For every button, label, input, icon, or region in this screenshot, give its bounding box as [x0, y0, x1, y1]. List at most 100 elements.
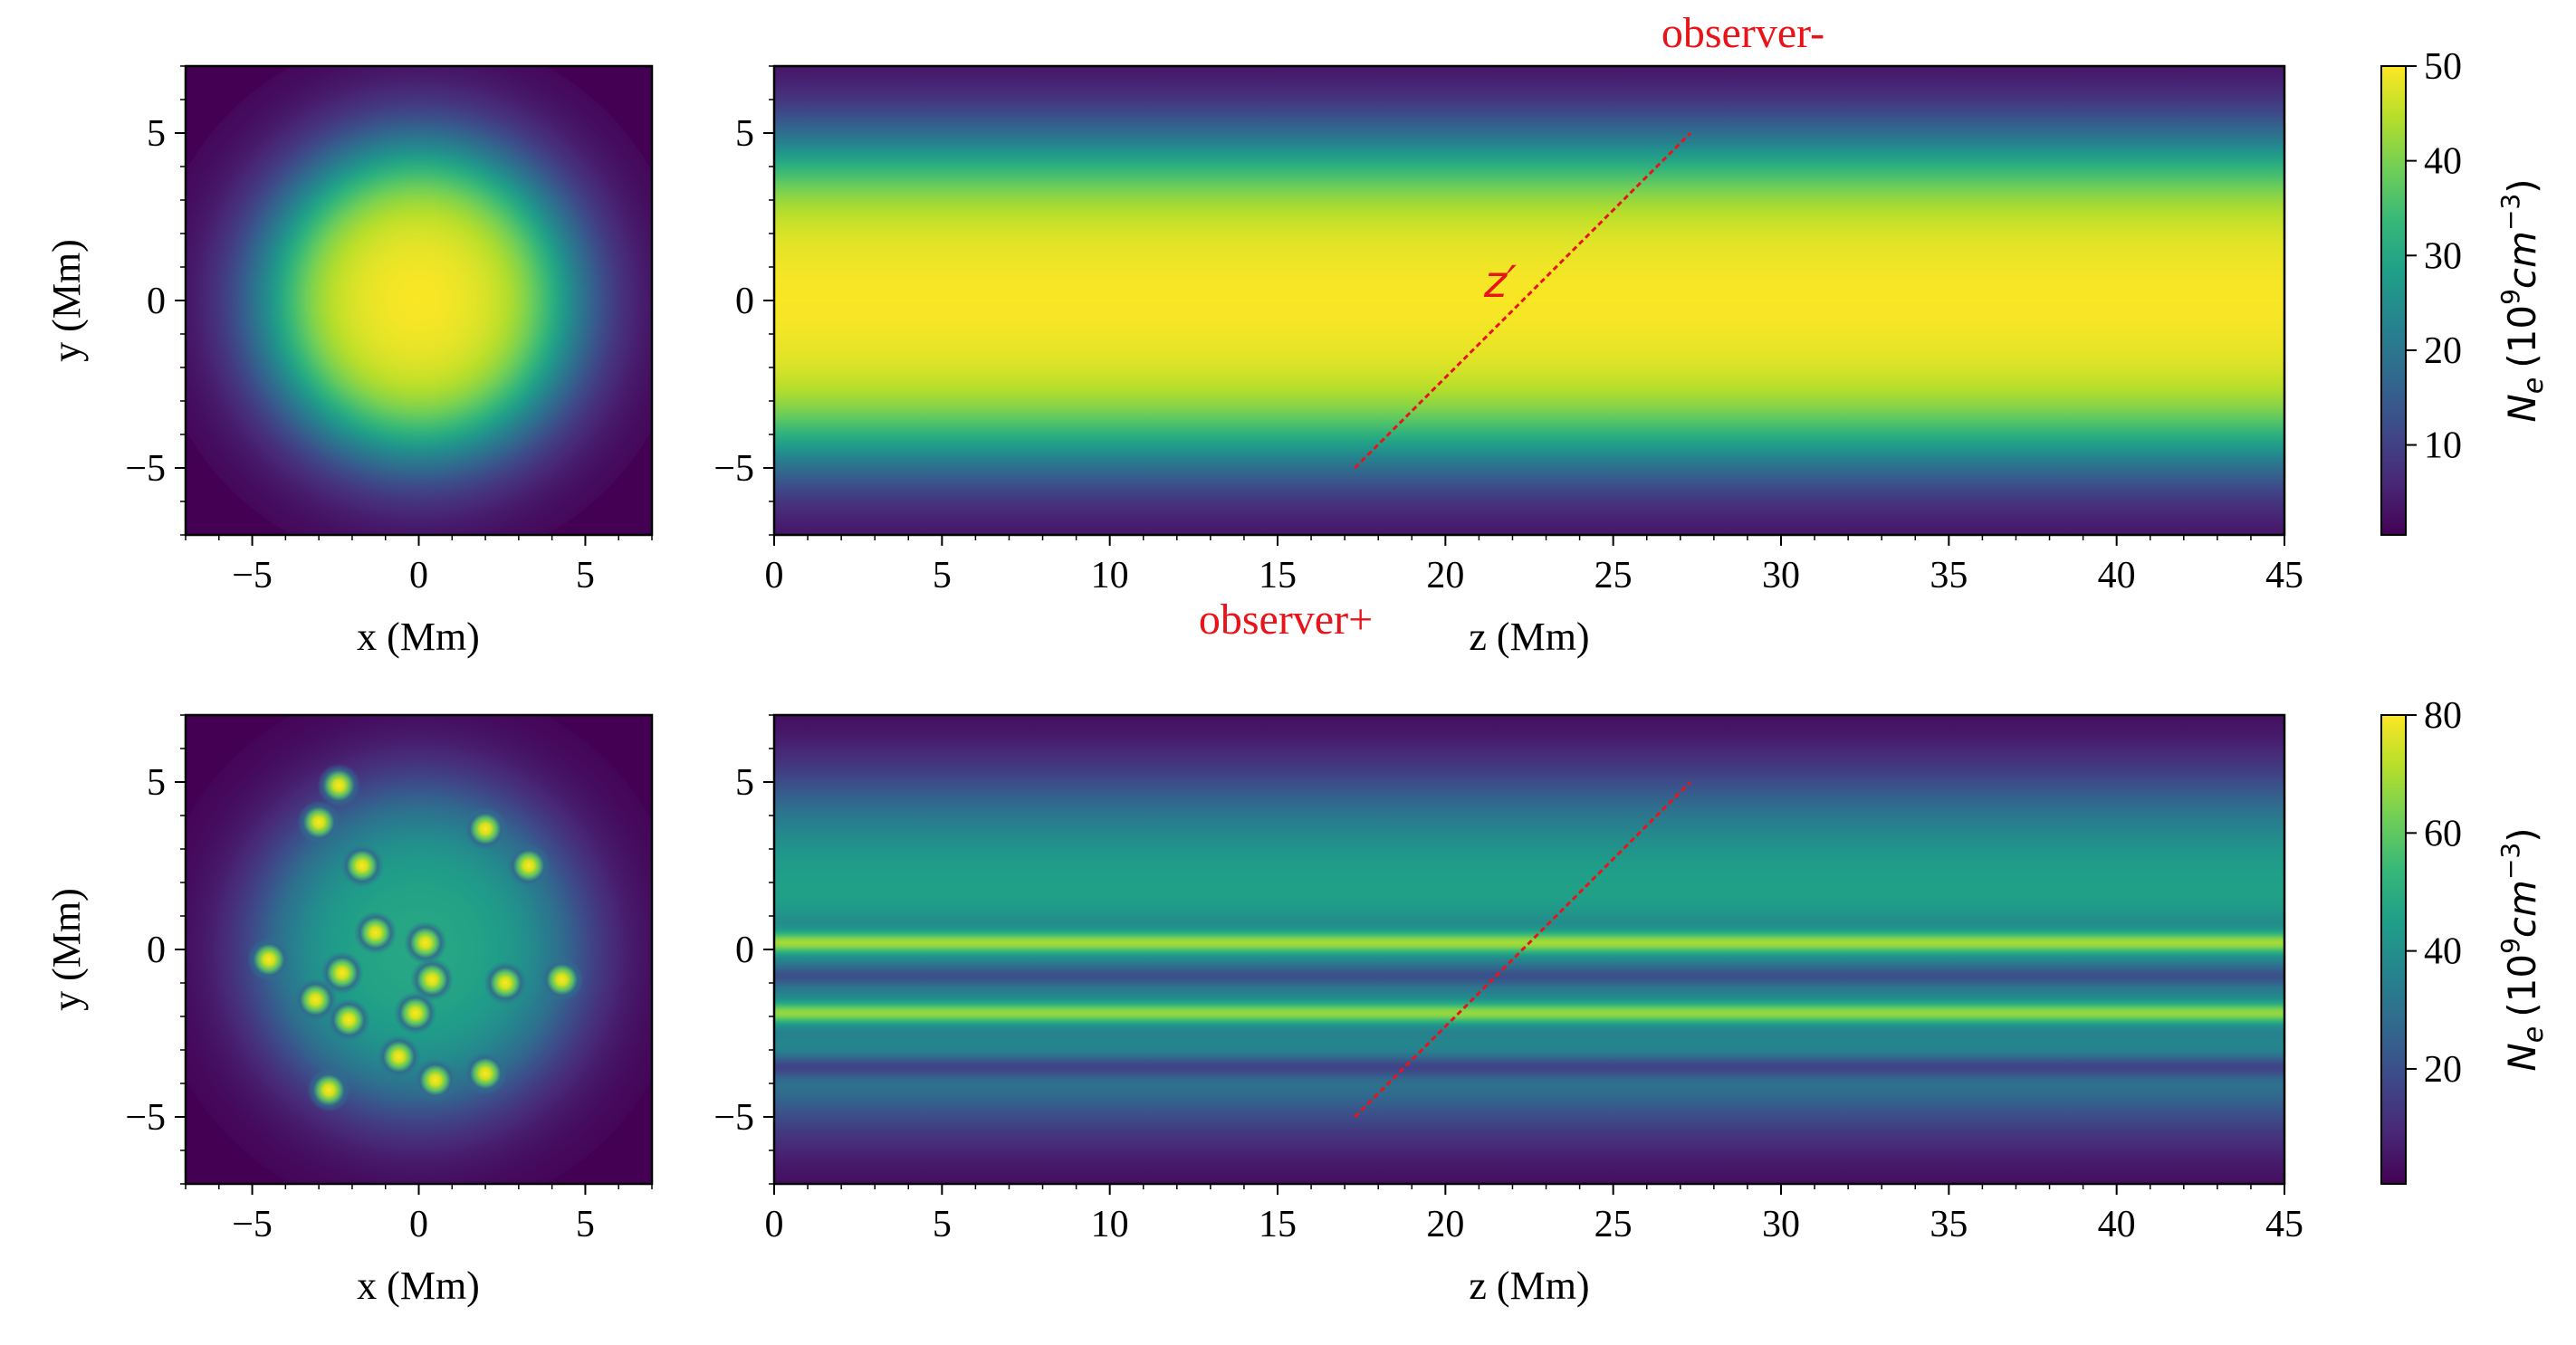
cbt-tick-label-1: 20	[2424, 330, 2462, 372]
tr-xtick-label-7: 35	[1930, 555, 1968, 596]
bottom-colorbar-label: Ne(109cm−3)	[2495, 827, 2550, 1071]
tr-ytick-label-0: −5	[713, 448, 754, 490]
bottom-longitudinal-panel: 0 5 10 15 20 25 30 35 40 45 −5 0 5 z (Mm)	[713, 713, 2303, 1308]
bottom-cross-section-ticks: −5 0 5 −5 0 5	[125, 714, 653, 1245]
strand-1	[317, 763, 361, 807]
bottom-colorbar-frame	[2380, 714, 2407, 1185]
strand-16	[506, 844, 551, 888]
bottom-longitudinal-xlabel: z (Mm)	[1469, 1264, 1589, 1308]
br-ytick-label-1: 0	[735, 930, 754, 971]
top-longitudinal-image	[774, 66, 2284, 535]
bottom-longitudinal-ticks: 0 5 10 15 20 25 30 35 40 45 −5 0 5	[713, 714, 2303, 1245]
bl-xtick-label-0: −5	[232, 1204, 273, 1245]
tl-ytick-label-2: 5	[147, 113, 166, 155]
strand-5	[403, 921, 447, 965]
cbt-tick-label-3: 40	[2424, 141, 2462, 183]
strand-2	[297, 800, 341, 844]
strand-8	[247, 938, 291, 982]
bl-ytick-label-1: 0	[147, 930, 166, 971]
bottom-colorbar-ticks: 20 40 60 80	[2406, 695, 2462, 1091]
br-xtick-label-3: 15	[1259, 1204, 1297, 1245]
tr-xtick-label-2: 10	[1091, 555, 1129, 596]
tr-xtick-label-8: 40	[2098, 555, 2136, 596]
top-longitudinal-ticks: 0 5 10 15 20 25 30 35 40 45 −5 0 5	[713, 65, 2303, 596]
strand-7	[410, 958, 455, 1002]
top-line-of-sight	[1354, 131, 1691, 470]
observer-minus-label: observer-	[1661, 9, 1824, 57]
observer-plus-label: observer+	[1199, 596, 1373, 644]
tl-ytick-label-1: 0	[147, 281, 166, 322]
tr-xtick-label-9: 45	[2265, 555, 2303, 596]
br-xtick-label-7: 35	[1930, 1204, 1968, 1245]
top-cross-section-ylabel: y (Mm)	[44, 239, 89, 362]
strand-12	[377, 1035, 421, 1079]
cbb-tick-label-2: 60	[2424, 813, 2462, 854]
br-xtick-label-2: 10	[1091, 1204, 1129, 1245]
cbt-tick-label-0: 10	[2424, 425, 2462, 467]
tr-ytick-label-2: 5	[735, 113, 754, 155]
bottom-cross-section-ylabel: y (Mm)	[44, 888, 89, 1011]
br-xtick-label-5: 25	[1594, 1204, 1633, 1245]
top-colorbar: 10 20 30 40 50 Ne(109cm−3)	[2380, 46, 2550, 536]
bl-xtick-label-1: 0	[409, 1204, 428, 1245]
br-xtick-label-4: 20	[1426, 1204, 1464, 1245]
tr-xtick-label-4: 20	[1426, 555, 1464, 596]
tl-xtick-label-1: 0	[409, 555, 428, 596]
br-xtick-label-8: 40	[2098, 1204, 2136, 1245]
bottom-colorbar-gradient	[2381, 715, 2406, 1184]
br-xtick-label-1: 5	[933, 1204, 952, 1245]
bl-ytick-label-2: 5	[147, 762, 166, 804]
tr-xtick-label-0: 0	[765, 555, 784, 596]
br-ytick-label-0: −5	[713, 1097, 754, 1139]
tr-ytick-label-1: 0	[735, 281, 754, 322]
top-cross-section-ticks: −5 0 5 −5 0 5	[125, 65, 653, 596]
bottom-cross-section-panel: −5 0 5 −5 0 5 x (Mm) y (Mm)	[44, 713, 654, 1308]
cbb-tick-label-1: 40	[2424, 931, 2462, 973]
top-colorbar-frame	[2380, 65, 2407, 536]
strand-4	[353, 911, 397, 955]
bl-xtick-label-2: 5	[576, 1204, 595, 1245]
bottom-cross-section-strands	[247, 763, 584, 1112]
strand-18	[540, 958, 584, 1002]
strand-17	[484, 961, 528, 1005]
top-longitudinal-panel: 0 5 10 15 20 25 30 35 40 45−505 z (Mm) observer- …	[713, 9, 2303, 659]
line-of-sight-label: z′	[1483, 257, 1517, 308]
strand-13	[413, 1058, 457, 1102]
tl-xtick-label-0: −5	[232, 555, 273, 596]
br-xtick-label-0: 0	[765, 1204, 784, 1245]
tl-xtick-label-2: 5	[576, 555, 595, 596]
strand-14	[307, 1068, 351, 1112]
bl-ytick-label-0: −5	[125, 1097, 166, 1139]
strand-6	[320, 950, 364, 995]
bottom-cross-section-xlabel: x (Mm)	[357, 1264, 480, 1308]
tr-xtick-label-5: 25	[1594, 555, 1633, 596]
tr-xtick-label-1: 5	[933, 555, 952, 596]
cbb-tick-label-0: 20	[2424, 1049, 2462, 1091]
bottom-longitudinal-image	[774, 715, 2284, 1184]
cbb-tick-label-3: 80	[2424, 695, 2462, 737]
bottom-line-of-sight	[1354, 780, 1691, 1119]
strand-11	[393, 991, 437, 1035]
top-cross-section-xlabel: x (Mm)	[357, 615, 480, 659]
cbt-tick-label-4: 50	[2424, 46, 2462, 88]
strand-3	[340, 844, 384, 888]
strand-10	[327, 997, 371, 1042]
tr-xtick-label-6: 30	[1762, 555, 1800, 596]
strand-9	[293, 978, 338, 1022]
top-colorbar-gradient	[2381, 66, 2406, 535]
strand-19	[464, 1051, 507, 1095]
tr-xtick-label-3: 15	[1259, 555, 1297, 596]
top-colorbar-ticks: 10 20 30 40 50	[2406, 46, 2462, 467]
strand-15	[464, 806, 507, 851]
tl-ytick-label-0: −5	[125, 448, 166, 490]
top-longitudinal-xlabel: z (Mm)	[1469, 615, 1589, 659]
bottom-colorbar: 20 40 60 80 Ne(109cm−3)	[2380, 695, 2550, 1185]
br-xtick-label-6: 30	[1762, 1204, 1800, 1245]
top-colorbar-label: Ne(109cm−3)	[2495, 178, 2550, 422]
top-cross-section-panel: −5 0 5 −5 0 5 x (Mm) y (Mm)	[44, 64, 654, 659]
br-xtick-label-9: 45	[2265, 1204, 2303, 1245]
top-cross-section-tube	[186, 66, 652, 535]
cbt-tick-label-2: 30	[2424, 235, 2462, 277]
br-ytick-label-2: 5	[735, 762, 754, 804]
